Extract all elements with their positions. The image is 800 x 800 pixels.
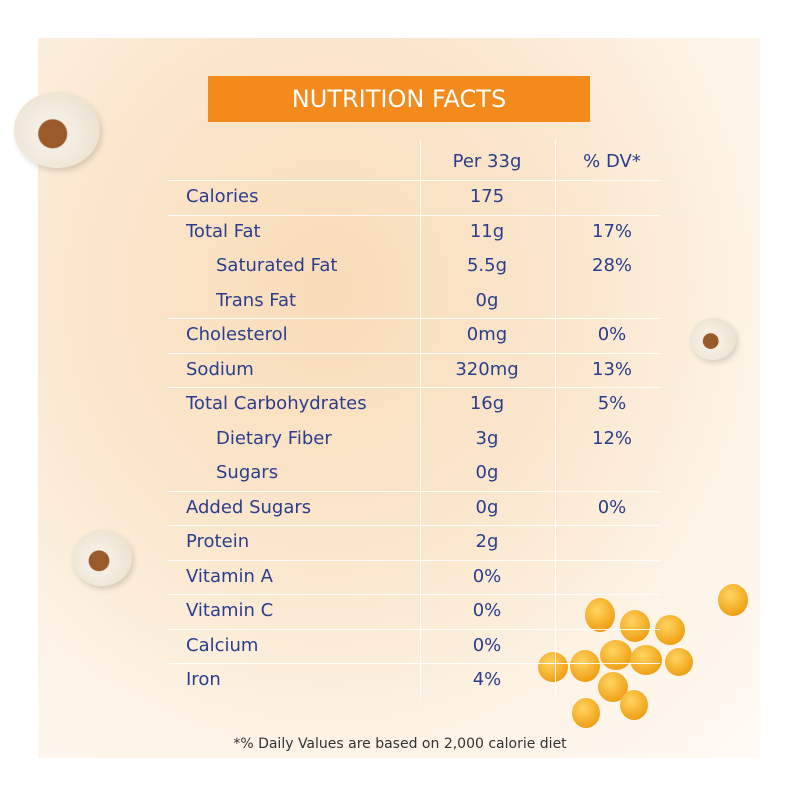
- row-divider: [168, 663, 660, 664]
- nutrient-dv: 0%: [597, 324, 627, 345]
- nutrient-dv: 12%: [591, 427, 633, 449]
- footnote: *% Daily Values are based on 2,000 calor…: [233, 736, 567, 752]
- nutrient-amount: 0g: [475, 496, 499, 518]
- row-divider: [168, 628, 660, 630]
- nutrient-amount: 5.5g: [466, 255, 508, 276]
- row-divider: [168, 387, 660, 388]
- nutrient-amount: 0%: [472, 634, 502, 656]
- row-divider: [168, 559, 660, 561]
- corn-kernel: [620, 610, 650, 642]
- nutrient-dv: 0%: [597, 496, 627, 518]
- nutrient-name: Calcium: [186, 634, 259, 656]
- column-divider: [555, 140, 556, 698]
- nutrient-amount: 0%: [472, 600, 502, 621]
- nutrient-amount: 0g: [475, 462, 499, 483]
- popcorn-icon: [14, 92, 100, 168]
- nutrient-amount: 11g: [469, 220, 505, 242]
- nutrient-name: Total Carbohydrates: [186, 393, 367, 414]
- nutrient-name: Trans Fat: [216, 289, 297, 311]
- corn-kernel: [585, 598, 615, 632]
- corn-kernel: [572, 698, 600, 728]
- nutrient-amount: 2g: [475, 531, 499, 552]
- row-divider: [168, 525, 660, 526]
- corn-kernel: [718, 584, 748, 616]
- header-amount: Per 33g: [452, 151, 522, 172]
- corn-kernel: [538, 652, 568, 682]
- row-divider: [168, 180, 660, 181]
- nutrient-dv: 17%: [591, 220, 633, 242]
- row-divider: [168, 490, 660, 492]
- row-divider: [168, 352, 660, 354]
- row-divider: [168, 594, 660, 595]
- nutrient-name: Saturated Fat: [216, 255, 338, 276]
- nutrient-amount: 175: [469, 186, 505, 207]
- nutrient-name: Calories: [186, 186, 259, 207]
- title: NUTRITION FACTS: [208, 76, 590, 122]
- nutrient-name: Sodium: [186, 358, 254, 380]
- column-divider: [420, 140, 421, 698]
- nutrient-name: Added Sugars: [186, 496, 312, 518]
- nutrient-name: Sugars: [216, 462, 279, 483]
- corn-kernel: [570, 650, 600, 682]
- nutrient-amount: 4%: [472, 669, 502, 690]
- corn-kernel: [655, 615, 685, 645]
- nutrient-name: Vitamin A: [186, 565, 273, 587]
- nutrient-amount: 320mg: [455, 358, 519, 380]
- nutrient-name: Vitamin C: [186, 600, 274, 621]
- popcorn-icon: [690, 318, 736, 360]
- nutrient-dv: 5%: [597, 393, 627, 414]
- nutrient-amount: 0mg: [466, 324, 508, 345]
- row-divider: [168, 214, 660, 216]
- nutrient-amount: 3g: [475, 427, 499, 449]
- corn-kernel: [600, 640, 632, 670]
- nutrient-dv: 13%: [591, 358, 633, 380]
- nutrient-amount: 0g: [475, 289, 499, 311]
- nutrient-name: Iron: [186, 669, 221, 690]
- nutrient-name: Total Fat: [186, 220, 261, 242]
- nutrient-name: Dietary Fiber: [216, 427, 332, 449]
- header-dv: % DV*: [583, 151, 641, 172]
- corn-kernel: [665, 648, 693, 676]
- nutrient-amount: 16g: [469, 393, 505, 414]
- popcorn-icon: [72, 530, 132, 586]
- corn-kernel: [620, 690, 648, 720]
- nutrient-name: Protein: [186, 531, 250, 552]
- nutrient-name: Cholesterol: [186, 324, 288, 345]
- nutrient-dv: 28%: [591, 255, 633, 276]
- row-divider: [168, 318, 660, 319]
- nutrient-amount: 0%: [472, 565, 502, 587]
- corn-kernel: [630, 645, 662, 675]
